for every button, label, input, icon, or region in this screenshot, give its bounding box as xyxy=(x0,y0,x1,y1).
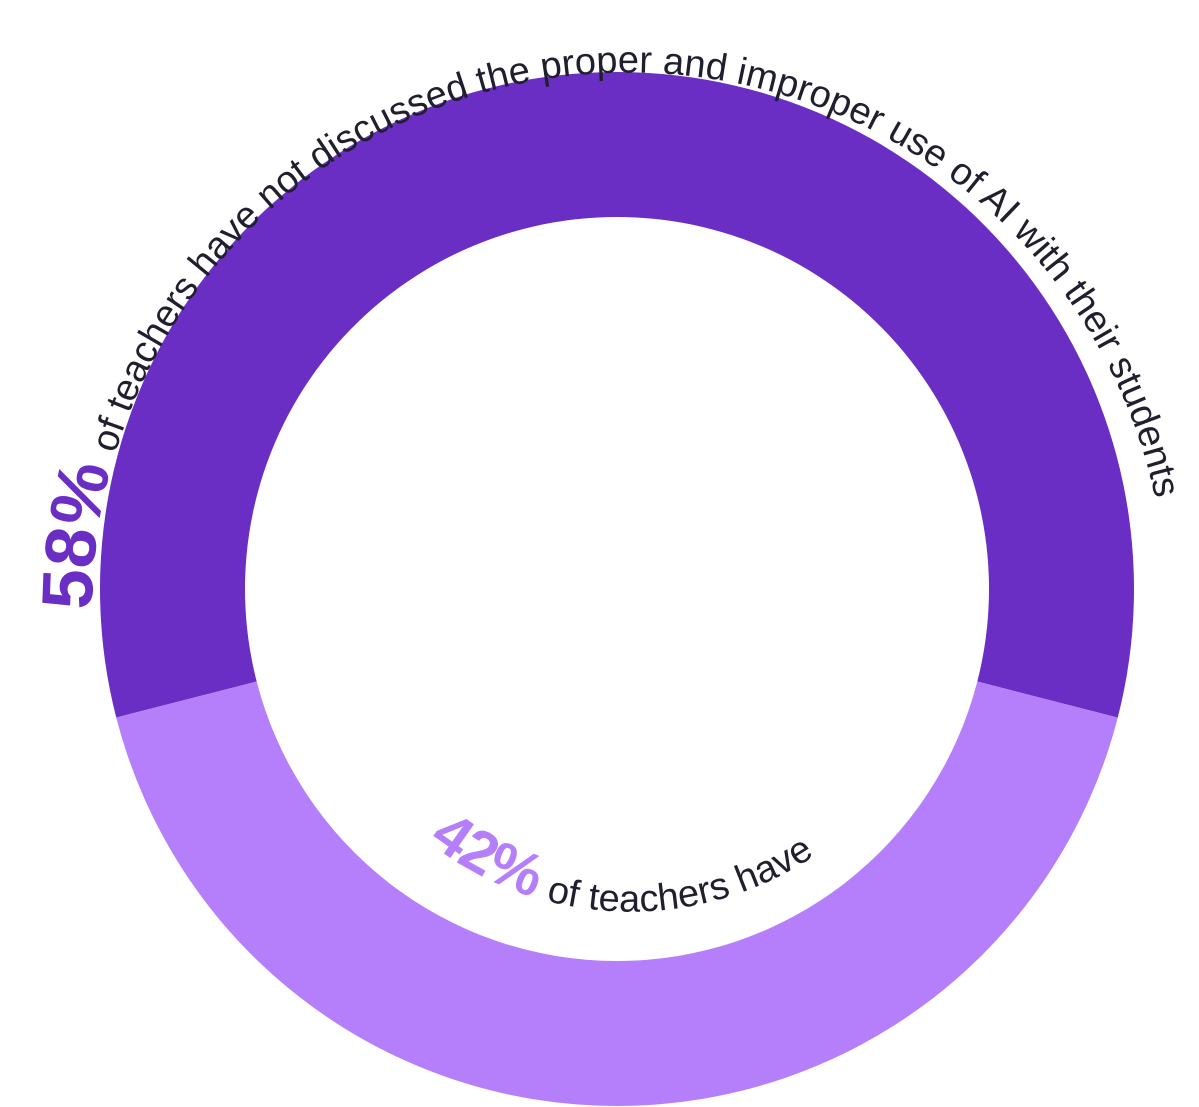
slices-layer xyxy=(99,71,1134,1106)
slice-minor xyxy=(116,681,1118,1106)
slice-minor-caption: of teachers have xyxy=(544,828,820,921)
slice-major xyxy=(99,71,1134,718)
slice-minor-percent: 42% xyxy=(420,798,553,910)
slice-label-minor: 42% of teachers have xyxy=(420,798,820,921)
